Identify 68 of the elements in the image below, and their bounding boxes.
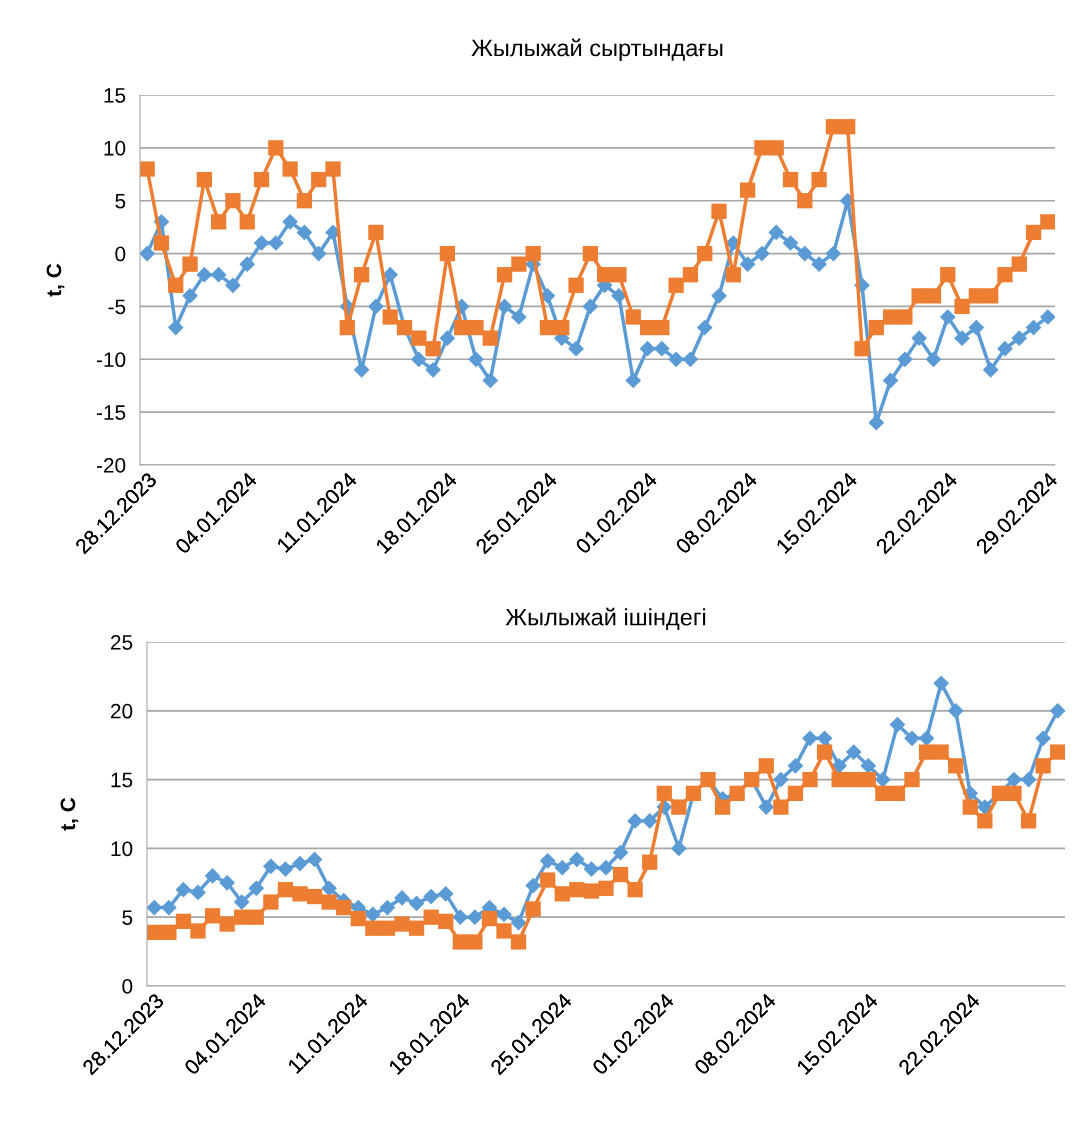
- y-tick-label: -15: [96, 405, 126, 420]
- y-tick-label: 0: [115, 246, 126, 262]
- point: [933, 675, 949, 692]
- y-tick-label: 15: [104, 88, 126, 103]
- point: [496, 906, 512, 923]
- point: [627, 813, 643, 829]
- point: [161, 899, 177, 916]
- point: [787, 757, 804, 774]
- point: [437, 885, 454, 902]
- y-tick-label: 10: [111, 841, 133, 857]
- y-tick-label: 10: [104, 140, 126, 156]
- point: [758, 799, 775, 815]
- point: [598, 859, 614, 876]
- point: [1035, 730, 1051, 747]
- point: [904, 730, 920, 747]
- point: [539, 852, 556, 869]
- point: [467, 909, 483, 926]
- point: [306, 851, 323, 868]
- y-tick-label: 0: [122, 979, 133, 994]
- point: [1049, 702, 1065, 719]
- point: [408, 895, 425, 912]
- chart-title: Жылыжай сыртындағы: [471, 38, 723, 62]
- y-axis-title: t, C: [60, 797, 79, 831]
- point: [773, 771, 789, 788]
- point: [204, 868, 221, 884]
- point: [379, 899, 396, 916]
- y-tick-label: -20: [96, 458, 126, 473]
- y-tick-label: -10: [96, 352, 126, 368]
- y-tick-label: 5: [115, 193, 126, 209]
- point: [612, 844, 629, 861]
- y-tick-label: 15: [111, 772, 133, 788]
- y-tick-label: 25: [110, 635, 133, 650]
- y-tick-label: -5: [108, 299, 126, 315]
- point: [233, 894, 250, 910]
- point: [569, 851, 585, 868]
- point: [321, 880, 337, 897]
- point: [1006, 771, 1022, 788]
- point: [452, 909, 469, 926]
- point: [875, 771, 891, 788]
- point: [671, 840, 687, 857]
- y-tick-label: 20: [110, 703, 133, 719]
- point: [147, 899, 163, 916]
- point: [219, 874, 235, 891]
- point: [1020, 771, 1037, 788]
- point: [510, 914, 527, 931]
- point: [845, 744, 862, 760]
- point: [525, 877, 541, 894]
- point: [641, 813, 658, 829]
- chart-title: Жылыжай ішіндегі: [505, 607, 706, 631]
- point: [860, 757, 877, 774]
- point: [918, 730, 935, 747]
- point: [583, 861, 600, 877]
- point: [889, 716, 906, 733]
- point: [947, 702, 964, 719]
- point: [175, 881, 192, 898]
- point: [365, 906, 381, 923]
- point: [423, 888, 439, 905]
- point: [292, 855, 308, 872]
- point: [394, 890, 410, 906]
- y-tick-label: 5: [122, 910, 133, 925]
- point: [816, 730, 833, 747]
- point: [277, 861, 294, 877]
- point: [248, 880, 265, 897]
- point: [554, 859, 571, 876]
- point: [190, 884, 206, 901]
- point: [263, 858, 279, 875]
- y-axis-title: t, C: [46, 263, 65, 297]
- point: [802, 730, 818, 747]
